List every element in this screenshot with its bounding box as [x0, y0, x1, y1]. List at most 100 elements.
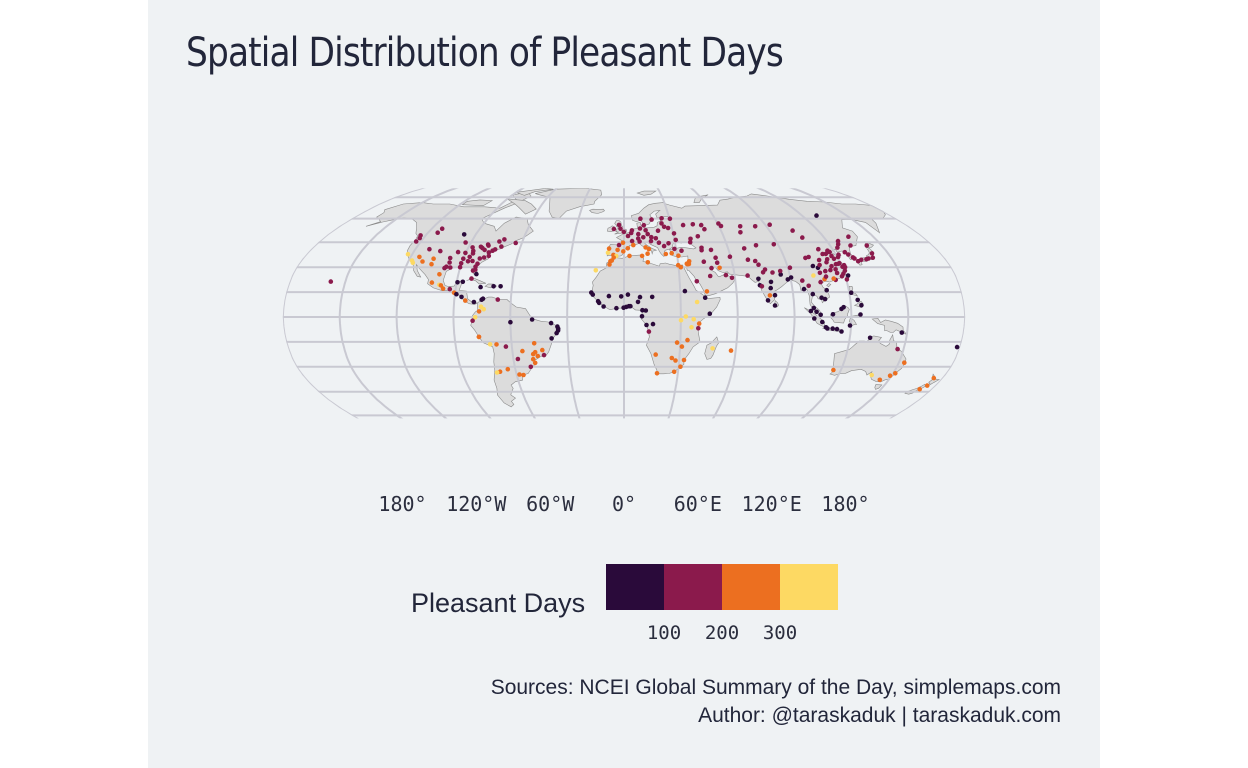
station-point — [495, 297, 501, 302]
longitude-label: 180° — [378, 492, 426, 516]
caption-author: Author: @taraskaduk | taraskaduk.com — [698, 704, 1061, 727]
station-point — [607, 262, 612, 267]
station-point — [655, 228, 661, 233]
station-point — [673, 237, 678, 243]
station-point — [954, 344, 960, 350]
station-point — [899, 330, 905, 335]
station-point — [463, 240, 468, 245]
station-point — [745, 273, 750, 278]
station-point — [752, 258, 758, 264]
station-point — [494, 342, 499, 347]
station-point — [702, 295, 708, 301]
station-point — [825, 326, 830, 331]
station-point — [810, 291, 816, 297]
station-point — [710, 346, 715, 351]
station-point — [830, 326, 835, 331]
station-point — [615, 247, 620, 253]
station-point — [508, 319, 513, 325]
station-point — [447, 255, 453, 261]
station-point — [474, 271, 479, 277]
station-point — [846, 234, 851, 239]
station-point — [694, 299, 700, 305]
station-point — [833, 261, 839, 267]
station-point — [513, 240, 518, 246]
station-point — [618, 226, 623, 231]
station-point — [505, 366, 511, 372]
station-point — [931, 375, 937, 381]
station-point — [521, 372, 526, 378]
legend-swatch — [722, 564, 780, 610]
station-point — [816, 257, 822, 263]
station-point — [770, 270, 775, 275]
station-point — [517, 372, 522, 377]
station-point — [674, 340, 680, 345]
station-point — [532, 360, 538, 366]
station-point — [621, 229, 627, 235]
station-point — [502, 237, 507, 242]
station-point — [859, 257, 864, 263]
station-point — [486, 243, 491, 248]
station-point — [459, 294, 464, 300]
station-point — [678, 364, 683, 370]
station-point — [845, 273, 851, 278]
station-point — [417, 254, 422, 260]
station-point — [877, 377, 883, 383]
station-point — [810, 263, 816, 269]
station-point — [777, 268, 783, 274]
station-point — [858, 312, 863, 317]
station-point — [837, 260, 842, 266]
station-point — [680, 222, 686, 228]
station-point — [679, 248, 684, 253]
legend-tick-label: 300 — [762, 622, 798, 644]
station-point — [596, 300, 602, 306]
station-point — [669, 355, 675, 361]
station-point — [487, 342, 493, 347]
station-point — [831, 367, 836, 373]
station-point — [665, 225, 671, 231]
station-point — [729, 275, 735, 281]
station-point — [701, 259, 707, 265]
station-point — [494, 370, 500, 375]
station-point — [620, 240, 626, 245]
station-point — [520, 348, 525, 354]
station-point — [823, 268, 828, 274]
station-point — [694, 279, 700, 284]
station-point — [673, 358, 678, 363]
legend-title: Pleasant Days — [411, 588, 586, 618]
station-point — [447, 286, 453, 292]
station-point — [848, 290, 854, 296]
station-point — [869, 372, 874, 378]
station-point — [477, 256, 483, 261]
station-point — [641, 222, 647, 228]
land-ellesmere — [516, 188, 554, 196]
land-north-america — [365, 191, 534, 305]
station-point — [713, 255, 718, 260]
station-point — [621, 249, 626, 254]
station-point — [442, 265, 447, 271]
station-point — [478, 284, 483, 290]
station-point — [768, 279, 774, 285]
station-point — [803, 255, 808, 261]
station-point — [835, 238, 841, 244]
station-point — [768, 285, 773, 291]
station-point — [410, 260, 416, 266]
station-point — [667, 216, 673, 221]
station-point — [760, 270, 766, 275]
station-point — [669, 250, 674, 256]
longitude-label: 60°E — [674, 492, 722, 516]
legend-swatch — [664, 564, 722, 610]
station-point — [867, 335, 873, 341]
station-point — [671, 369, 677, 375]
station-point — [690, 222, 696, 227]
station-point — [738, 230, 743, 235]
station-point — [806, 283, 811, 289]
station-point — [836, 252, 841, 257]
station-point — [460, 279, 466, 285]
station-point — [639, 314, 645, 319]
station-point — [328, 279, 334, 284]
station-point — [648, 238, 654, 244]
legend-swatch — [606, 564, 664, 610]
station-point — [435, 230, 441, 235]
longitude-label: 180° — [821, 492, 869, 516]
station-point — [480, 296, 486, 302]
